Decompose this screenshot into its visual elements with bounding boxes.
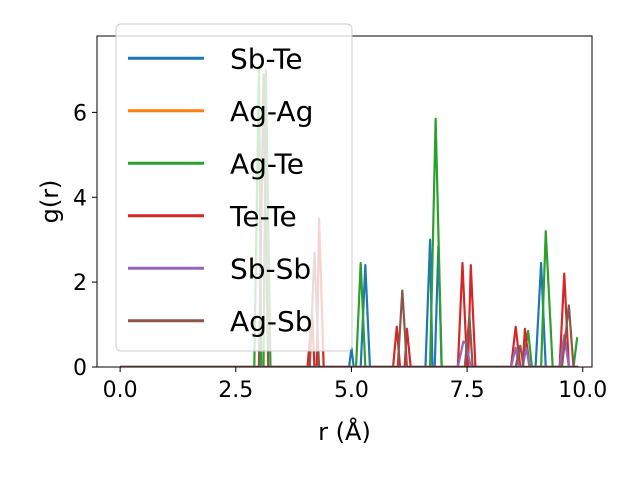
legend-label: Sb-Te (230, 42, 303, 75)
y-tick-label: 6 (73, 101, 87, 126)
y-tick-label: 4 (73, 186, 87, 211)
x-tick-label: 7.5 (450, 378, 485, 403)
x-tick-label: 2.5 (218, 378, 253, 403)
y-axis-label: g(r) (36, 180, 64, 224)
legend-label: Ag-Sb (230, 305, 313, 338)
series-line-sb-te (120, 238, 579, 367)
legend-label: Ag-Ag (230, 95, 313, 128)
x-axis-label: r (Å) (318, 417, 371, 446)
legend-label: Te-Te (229, 200, 297, 233)
x-tick-label: 5.0 (334, 378, 369, 403)
legend-label: Ag-Te (230, 147, 304, 180)
legend-label: Sb-Sb (230, 252, 311, 285)
legend: Sb-Te Ag-Ag Ag-Te Te-Te Sb-Sb Ag-Sb (115, 23, 353, 352)
x-axis: 0.0 2.5 5.0 7.5 10.0 (103, 367, 607, 403)
series-line-ag-te (120, 68, 579, 367)
x-tick-label: 10.0 (558, 378, 607, 403)
y-axis: 0 2 4 6 (73, 101, 97, 381)
y-tick-label: 0 (73, 356, 87, 381)
series-line-sb-sb (120, 334, 579, 367)
y-tick-label: 2 (73, 271, 87, 296)
x-tick-label: 0.0 (103, 378, 138, 403)
